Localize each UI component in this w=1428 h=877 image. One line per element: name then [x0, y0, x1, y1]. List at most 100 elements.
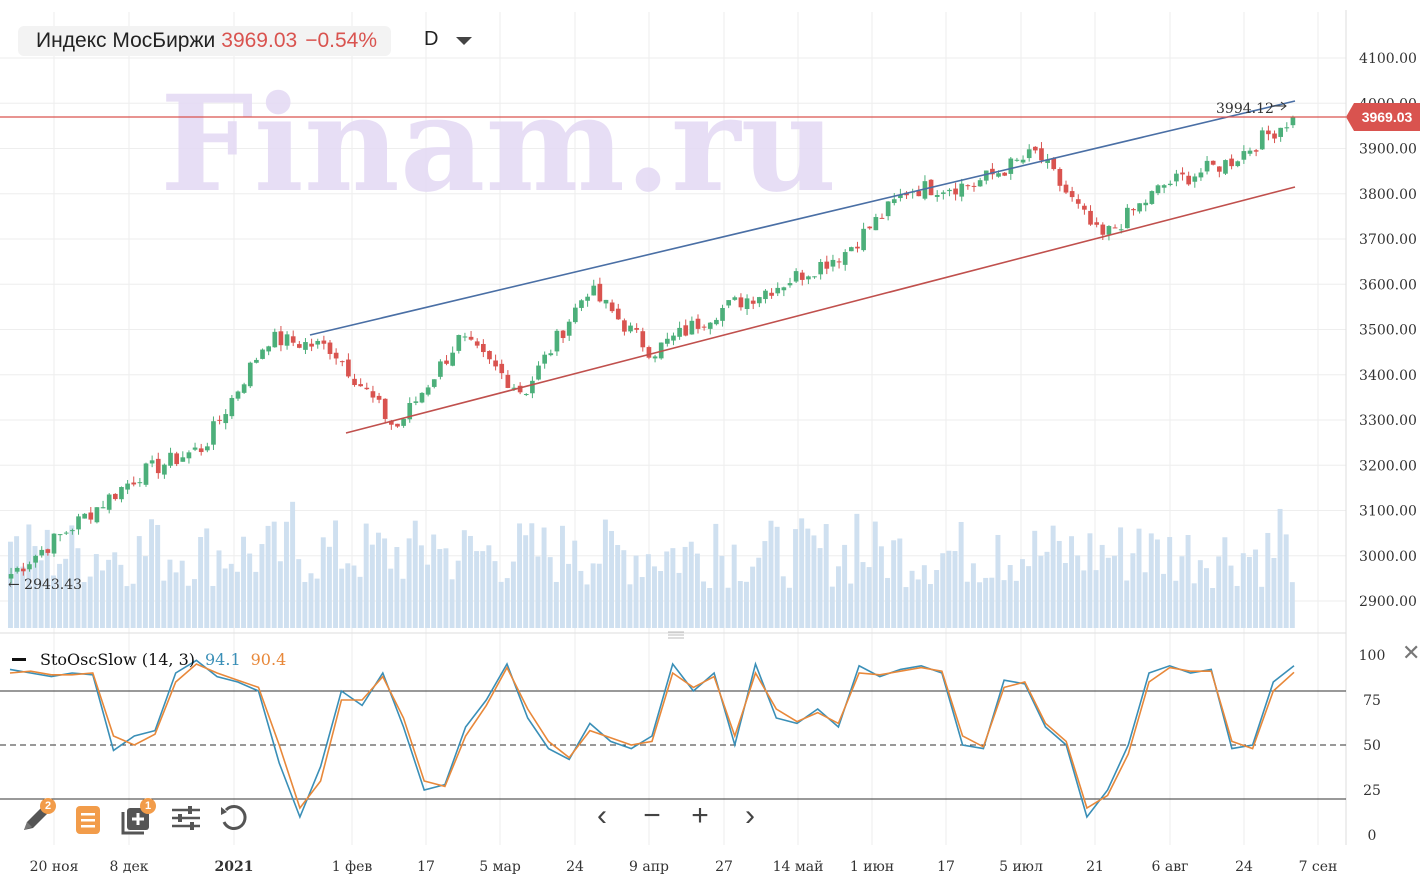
pane-resize-handle[interactable] — [668, 631, 684, 639]
price-tick-label: 3400.00 — [1359, 368, 1417, 384]
candle — [1278, 127, 1283, 142]
candle-body — [757, 297, 762, 304]
settings-button[interactable] — [168, 800, 204, 836]
volume-bar — [615, 545, 621, 628]
add-indicator-button[interactable]: 1 — [118, 798, 156, 836]
candle — [671, 332, 676, 346]
time-axis[interactable]: 20 ноя 8 дек 2021 1 фев 17 5 мар 24 9 апр 27 14 м… — [30, 859, 1338, 875]
time-tick-label: 24 — [566, 859, 584, 875]
candle — [247, 361, 253, 388]
candle-body — [180, 457, 186, 462]
candle — [346, 353, 351, 379]
templates-button[interactable] — [70, 802, 106, 838]
draw-tool-button[interactable]: 2 — [18, 798, 56, 836]
candle-body — [211, 421, 216, 445]
candle — [1039, 142, 1044, 164]
volume-bar — [124, 586, 130, 628]
oscillator-legend[interactable]: StoOscSlow (14, 3) 94.1 90.4 — [12, 650, 286, 669]
candle-body — [168, 452, 173, 466]
candle-body — [1272, 133, 1277, 139]
interval-dropdown-icon[interactable] — [456, 37, 472, 45]
volume-bar — [1013, 580, 1019, 628]
candle-body — [339, 361, 345, 363]
channel-lower-line[interactable] — [345, 186, 1296, 434]
volume-bar — [842, 544, 848, 628]
candle-body — [536, 365, 541, 380]
candle — [205, 442, 210, 453]
interval-label[interactable]: D — [424, 28, 439, 50]
candle — [1253, 149, 1259, 157]
volume-bar — [1271, 557, 1277, 628]
volume-bar — [1056, 540, 1062, 628]
candle — [1082, 203, 1087, 215]
volume-bar — [161, 580, 167, 628]
symbol-change: −0.54% — [305, 29, 377, 52]
candles — [8, 115, 1296, 584]
candle-body — [554, 330, 560, 352]
close-oscillator-icon[interactable]: ✕ — [1402, 640, 1421, 665]
candle-body — [1186, 175, 1191, 185]
candle — [33, 554, 38, 568]
oscillator-color-icon — [12, 658, 26, 661]
reset-button[interactable] — [216, 800, 252, 836]
zoom-in-button[interactable]: + — [680, 798, 720, 834]
candle — [57, 534, 63, 542]
candle — [677, 321, 682, 340]
volume-bar — [492, 561, 498, 628]
symbol-legend[interactable]: Индекс МосБиржи 3969.03 −0.54% — [18, 26, 391, 56]
volume-bar — [1044, 551, 1050, 628]
volume-bar — [198, 537, 204, 628]
volume-bar — [1112, 555, 1117, 628]
volume-bar — [1228, 565, 1234, 628]
volume-bar — [1124, 580, 1130, 628]
volume-bar — [774, 526, 780, 628]
volume-bar — [1118, 527, 1124, 628]
candle — [683, 319, 689, 337]
candle-body — [996, 173, 1001, 177]
candle — [395, 423, 400, 428]
candle — [714, 317, 719, 326]
chevron-left-icon: ‹ — [597, 799, 607, 832]
oscillator-k-line — [9, 659, 1295, 820]
volume-bar — [694, 553, 700, 628]
candle — [1241, 145, 1247, 164]
volume-bar — [1007, 565, 1013, 628]
volume-bar — [547, 557, 553, 628]
volume-bar — [811, 535, 817, 628]
oscillator-pane — [0, 659, 1346, 820]
volume-bar — [388, 568, 394, 628]
channel-upper-line[interactable] — [309, 100, 1296, 336]
scroll-left-button[interactable]: ‹ — [582, 798, 622, 834]
volume-bar — [1099, 544, 1105, 628]
candle-body — [376, 395, 382, 400]
candle-body — [143, 463, 149, 485]
volume-bar — [1246, 556, 1252, 628]
volume-bar — [744, 581, 749, 628]
zoom-out-button[interactable]: − — [632, 798, 672, 834]
oscillator-tick-label: 75 — [1363, 693, 1381, 709]
candle — [1131, 207, 1136, 216]
candle — [425, 384, 431, 397]
volume-bar — [142, 556, 148, 628]
price-axis[interactable]: 4100.004000.003900.003800.003700.003600.… — [1359, 51, 1417, 610]
candle — [542, 351, 547, 369]
watermark: Finam.ru — [160, 67, 837, 222]
candle — [836, 258, 842, 269]
candle — [585, 293, 590, 307]
candle — [352, 373, 357, 387]
candle-body — [27, 564, 32, 570]
volume-bar — [1253, 549, 1258, 628]
volume-bar — [314, 578, 320, 628]
candle-body — [591, 285, 597, 296]
candle-body — [450, 352, 455, 366]
candle-body — [1266, 130, 1271, 135]
candle-body — [45, 549, 51, 553]
volume-bar — [731, 544, 737, 628]
scroll-right-button[interactable]: › — [730, 798, 770, 834]
volume-bar — [363, 523, 369, 628]
candle — [131, 476, 137, 487]
volume-bar — [970, 563, 976, 628]
candle — [603, 299, 609, 309]
volume-bar — [418, 545, 424, 628]
